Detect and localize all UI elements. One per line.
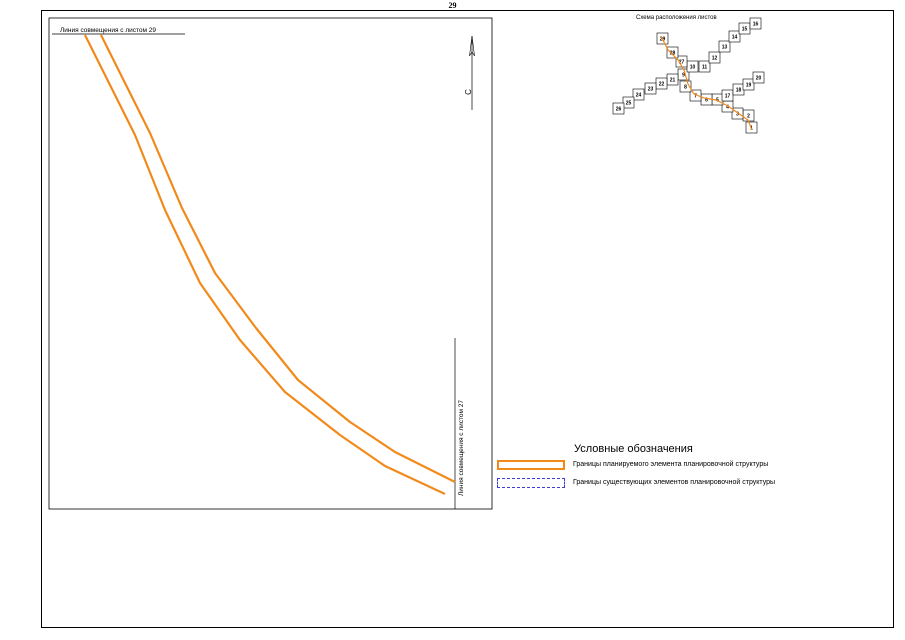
sheet-index-label-19: 19 <box>746 83 752 89</box>
sheet-index-label-7: 7 <box>694 94 697 100</box>
sheet-index-label-22: 22 <box>659 82 665 88</box>
match-line-right-label: Линия совмещения с листом 27 <box>458 400 465 496</box>
sheet-index-cell-16 <box>749 17 762 30</box>
sheet-index-cell-13 <box>718 40 731 53</box>
map-frame <box>48 17 493 510</box>
sheet-frame <box>41 10 894 628</box>
sheet-index-label-28: 28 <box>670 51 676 57</box>
sheet-index-label-10: 10 <box>690 65 696 71</box>
sheet-index-cell-17 <box>721 89 734 102</box>
sheet-index-label-23: 23 <box>648 87 654 93</box>
sheet-index-cell-8 <box>679 80 692 93</box>
sheet-index-cell-11 <box>698 60 711 73</box>
sheet-index-label-13: 13 <box>722 45 728 51</box>
sheet-index-cell-12 <box>708 51 721 64</box>
sheet-index-label-15: 15 <box>742 27 748 33</box>
sheet-index-cell-27 <box>675 55 688 68</box>
sheet-index-cell-23 <box>644 82 657 95</box>
legend-title: Условные обозначения <box>574 443 693 455</box>
sheet-index-cell-3 <box>731 107 744 120</box>
legend-label-existing: Границы существующих элементов планирово… <box>573 479 776 486</box>
sheet-index-label-12: 12 <box>712 56 718 62</box>
sheet-index-label-25: 25 <box>626 101 632 107</box>
match-line-top-label: Линия совмещения с листом 29 <box>60 27 156 34</box>
sheet-index-label-3: 3 <box>736 112 739 118</box>
sheet-index-label-4: 4 <box>726 105 729 111</box>
north-arrow-label: С <box>464 89 473 95</box>
sheet-index-label-9: 9 <box>682 73 685 79</box>
sheet-index-cell-26 <box>612 102 625 115</box>
sheet-index-label-17: 17 <box>725 94 731 100</box>
sheet-index-route <box>660 35 753 131</box>
sheet-index-label-21: 21 <box>670 78 676 84</box>
sheet-index-cell-25 <box>622 96 635 109</box>
north-arrow: С <box>464 35 475 110</box>
sheet-index-label-20: 20 <box>756 76 762 82</box>
sheet-index-label-18: 18 <box>736 88 742 94</box>
sheet-index-label-14: 14 <box>732 35 738 41</box>
sheet-index-label-26: 26 <box>616 107 622 113</box>
sheet-index-cell-20 <box>752 71 765 84</box>
sheet-index-cell-24 <box>632 88 645 101</box>
planned-boundary <box>84 34 456 495</box>
legend-swatch-existing <box>497 478 565 488</box>
sheet-index-label-6: 6 <box>705 98 708 104</box>
sheet-index-cell-7 <box>689 89 702 102</box>
sheet-index-cell-14 <box>728 30 741 43</box>
legend-label-planned: Границы планируемого элемента планировоч… <box>573 461 769 468</box>
boundary-line-left <box>84 34 446 495</box>
sheet-index-cell-19 <box>742 78 755 91</box>
page-number: 29 <box>448 1 457 10</box>
sheet-index-label-2: 2 <box>747 114 750 120</box>
sheet-index-label-24: 24 <box>636 93 642 99</box>
sheet-index-cell-28 <box>666 46 679 59</box>
legend-swatch-planned <box>497 460 565 470</box>
sheet-index-label-16: 16 <box>753 22 759 28</box>
sheet-index-title: Схема расположения листов <box>636 15 717 21</box>
sheet-index-label-8: 8 <box>684 85 687 91</box>
sheet-index-label-11: 11 <box>702 65 708 71</box>
sheet-index-label-27: 27 <box>679 60 685 66</box>
boundary-line-right <box>100 34 456 483</box>
